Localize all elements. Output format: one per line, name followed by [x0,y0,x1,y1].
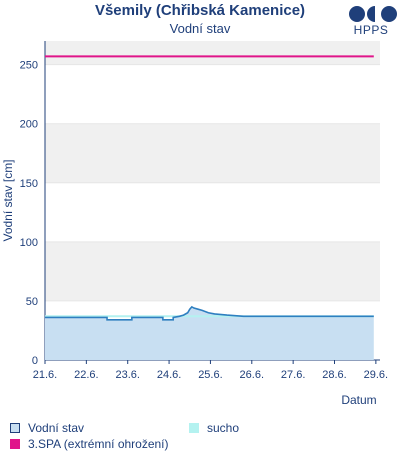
grid-band [45,123,380,183]
water-level-area [45,306,374,360]
y-tick-label: 50 [26,296,38,308]
chart-title: Všemily (Chřibská Kamenice) [94,2,306,19]
grid-band [45,241,380,301]
legend-item-vodni-stav: Vodní stav [10,421,84,435]
x-tick-label: 29.6. [364,369,388,381]
x-tick-label: 27.6. [281,369,305,381]
legend-item-sucho: sucho [189,421,239,435]
y-tick-label: 100 [20,237,38,249]
hpps-logo: HPPS [348,5,400,41]
legend-label-vodni-stav: Vodní stav [28,421,85,435]
x-tick-label: 26.6. [240,369,264,381]
logo-text: HPPS [353,23,389,37]
legend-swatch-vodni-stav [10,423,20,433]
chart-subtitle: Vodní stav [169,21,231,36]
x-tick-label: 21.6. [33,369,57,381]
water-level-line [45,305,374,321]
y-tick-label: 200 [20,119,38,131]
x-tick-label: 28.6. [322,369,346,381]
x-tick-label: 23.6. [115,369,139,381]
x-tick-label: 22.6. [74,369,98,381]
legend-swatch-sucho [189,423,199,433]
y-axis-label: Vodní stav [cm] [1,159,15,241]
y-tick-label: 150 [20,178,38,190]
x-tick-label: 24.6. [157,369,181,381]
legend-item-3spa: 3.SPA (extrémní ohrožení) [10,437,169,451]
legend-swatch-3spa [10,439,20,449]
y-tick-label: 0 [32,355,38,367]
x-tick-label: 25.6. [198,369,222,381]
legend-label-3spa: 3.SPA (extrémní ohrožení) [28,437,169,451]
y-tick-label: 250 [20,60,38,72]
x-axis-label: Datum [341,393,376,407]
logo-mark-icon [349,6,397,22]
grid-band [45,41,380,65]
legend-label-sucho: sucho [207,421,240,435]
